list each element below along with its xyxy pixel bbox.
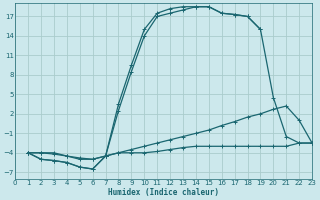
X-axis label: Humidex (Indice chaleur): Humidex (Indice chaleur) xyxy=(108,188,219,197)
